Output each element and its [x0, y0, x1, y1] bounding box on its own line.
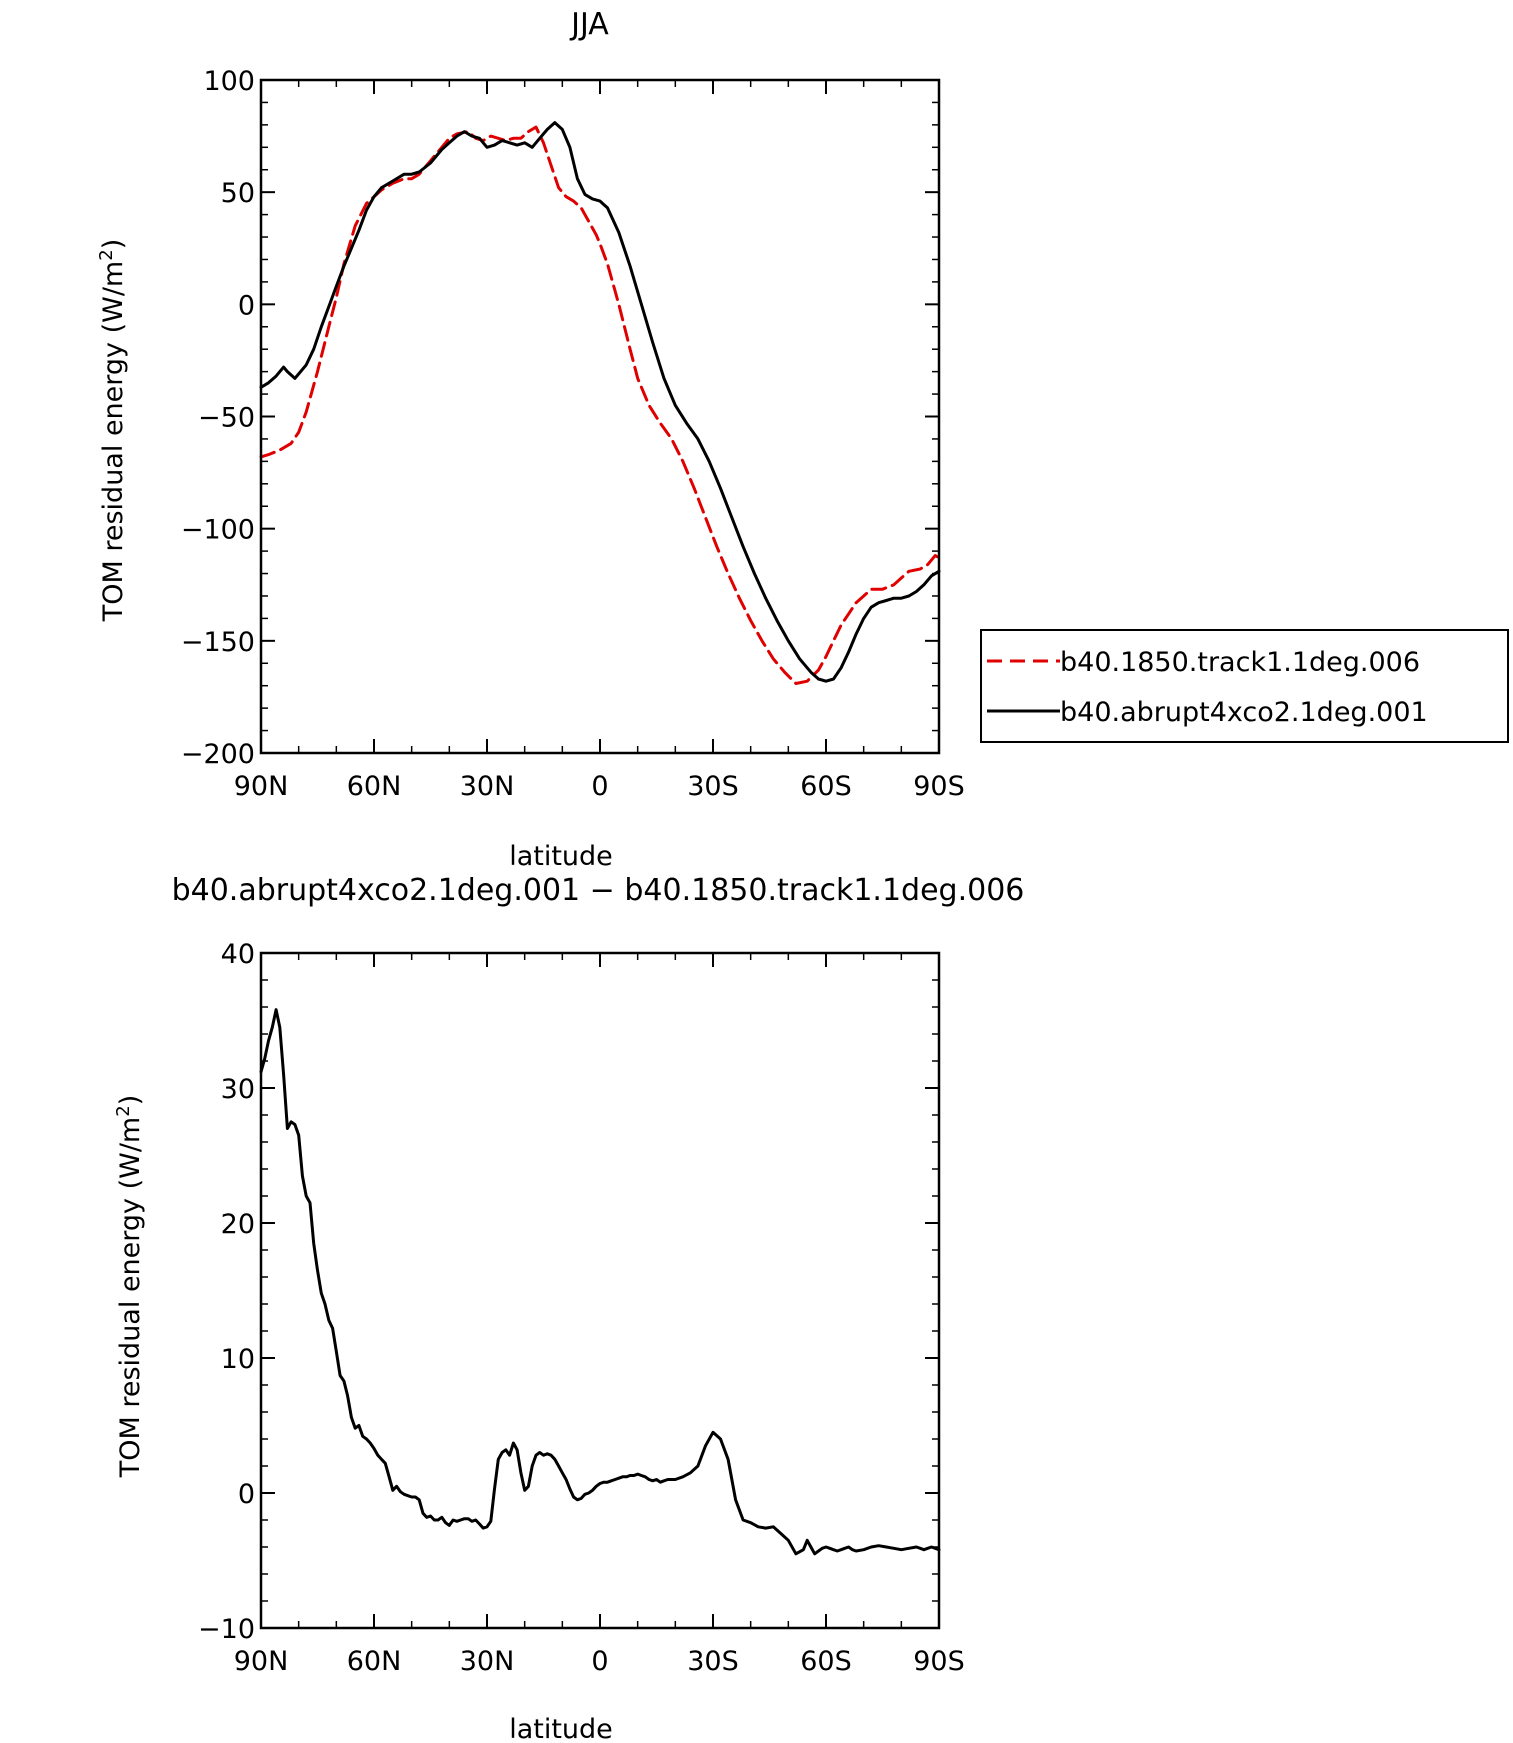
x-tick-label: 60S: [800, 771, 852, 802]
bottom-chart-title: b40.abrupt4xco2.1deg.001 − b40.1850.trac…: [172, 873, 1025, 908]
series-line-1: [259, 121, 941, 683]
series-line-0: [259, 125, 941, 685]
y-tick-label: 100: [203, 66, 255, 97]
top-plot-frame: [259, 78, 941, 755]
y-tick-label: 10: [221, 1344, 255, 1375]
y-tick-label: −200: [181, 739, 255, 770]
legend-label-4xco2: b40.abrupt4xco2.1deg.001: [1060, 697, 1428, 728]
x-tick-label: 0: [591, 771, 608, 802]
legend-box: [980, 629, 1509, 743]
top-x-axis-label: latitude: [509, 841, 613, 872]
x-tick-label: 60S: [800, 1646, 852, 1677]
y-tick-label: −10: [198, 1614, 255, 1645]
x-tick-label: 60N: [347, 771, 402, 802]
x-tick-label: 90S: [913, 771, 965, 802]
top-chart: JJA 90N 60N 30N 0 30S 60S 90S 100 50 0 −50 −100 −150…: [96, 7, 1509, 872]
y-tick-label: 40: [221, 939, 255, 970]
bottom-y-axis-label: TOM residual energy (W/m2): [113, 1095, 147, 1479]
legend-label-control: b40.1850.track1.1deg.006: [1060, 647, 1420, 678]
legend: b40.1850.track1.1deg.006 b40.abrupt4xco2…: [980, 629, 1509, 743]
x-tick-label: 30S: [687, 1646, 739, 1677]
y-tick-label: 30: [221, 1074, 255, 1105]
top-chart-title: JJA: [569, 7, 609, 42]
x-tick-label: 90S: [913, 1646, 965, 1677]
series-line-0: [259, 1008, 941, 1556]
x-tick-label: 30S: [687, 771, 739, 802]
y-tick-label: 50: [221, 178, 255, 209]
x-tick-label: 60N: [347, 1646, 402, 1677]
x-tick-label: 90N: [234, 1646, 289, 1677]
x-tick-label: 0: [591, 1646, 608, 1677]
y-tick-label: 0: [238, 1479, 255, 1510]
y-tick-label: −150: [181, 627, 255, 658]
y-tick-label: −100: [181, 515, 255, 546]
top-y-axis-label: TOM residual energy (W/m2): [96, 239, 130, 623]
y-tick-label: −50: [198, 403, 255, 434]
x-tick-label: 30N: [460, 771, 515, 802]
x-tick-label: 90N: [234, 771, 289, 802]
y-tick-label: 20: [221, 1209, 255, 1240]
y-tick-label: 0: [238, 290, 255, 321]
bottom-plot-frame: [259, 951, 941, 1630]
bottom-chart: b40.abrupt4xco2.1deg.001 − b40.1850.trac…: [113, 873, 1025, 1743]
bottom-x-axis-label: latitude: [509, 1714, 613, 1743]
x-tick-label: 30N: [460, 1646, 515, 1677]
